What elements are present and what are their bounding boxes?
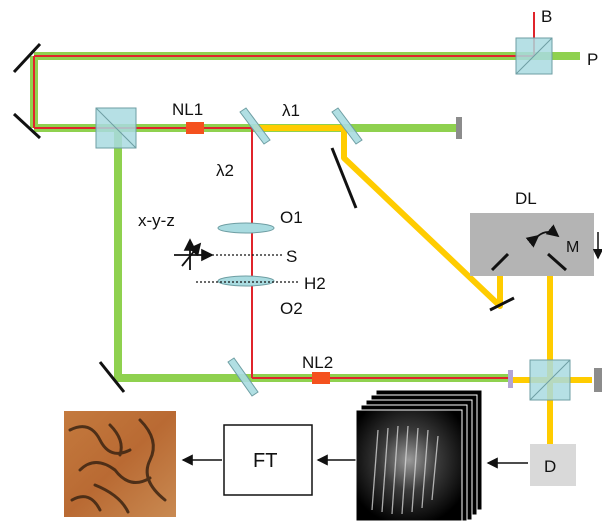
beam-splitter-cube-right <box>529 359 571 401</box>
red-beam-paths <box>33 12 535 379</box>
ft-box <box>223 424 313 496</box>
nonlinear-crystal-1 <box>186 122 204 134</box>
label-nl2: NL2 <box>302 353 333 372</box>
label-h2: H2 <box>304 274 326 293</box>
dichroic-plates <box>227 107 363 397</box>
reconstructed-image <box>64 411 176 517</box>
label-d: D <box>544 457 556 476</box>
label-lambda1: λ1 <box>282 101 300 120</box>
processing-arrows <box>181 454 528 469</box>
label-nl1: NL1 <box>172 100 203 119</box>
label-b: B <box>541 7 552 26</box>
objective-o2 <box>217 275 275 287</box>
objective-o1 <box>217 222 275 234</box>
beam-stop-top <box>456 117 462 139</box>
beam-splitter-cube-top <box>515 37 553 75</box>
label-o2: O2 <box>280 299 303 318</box>
delay-line-mirrors <box>490 252 567 272</box>
detector-box <box>530 444 576 486</box>
mirrors <box>12 42 515 393</box>
nonlinear-crystal-2 <box>312 372 330 384</box>
label-m: M <box>566 239 579 256</box>
label-p: P <box>587 50 598 69</box>
label-xyz: x-y-z <box>138 211 175 230</box>
polarizer-plate <box>508 370 513 388</box>
hologram-frame-stack <box>355 389 483 522</box>
label-ft: FT <box>253 450 277 472</box>
delay-line-translation-arrow <box>525 224 560 248</box>
xyz-translation-stage-icon <box>174 238 214 270</box>
beam-splitter-cube-left <box>95 107 137 149</box>
label-s: S <box>286 247 297 266</box>
label-o1: O1 <box>280 208 303 227</box>
label-lambda2: λ2 <box>216 161 234 180</box>
beam-stop-right <box>594 368 602 392</box>
label-dl: DL <box>515 189 537 208</box>
